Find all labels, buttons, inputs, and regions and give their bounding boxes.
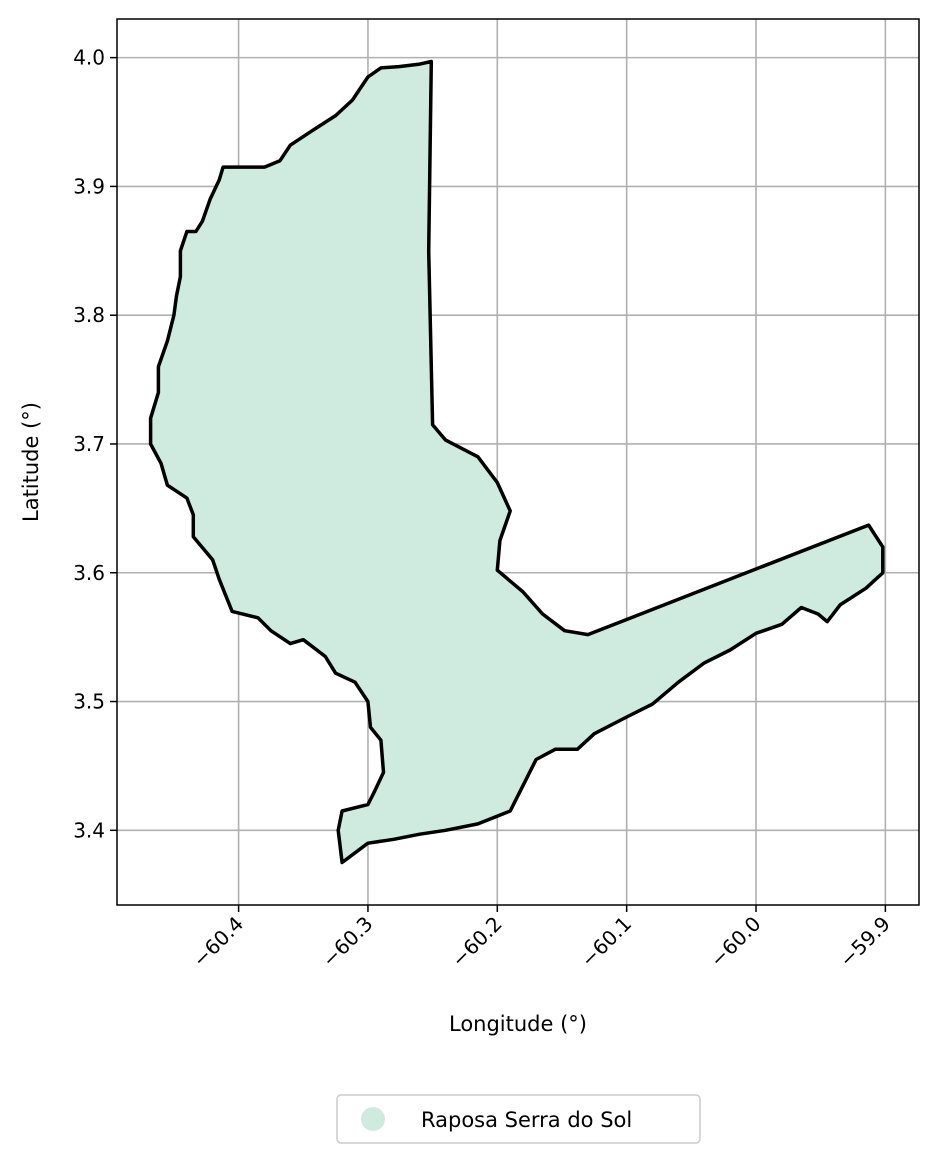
y-tick-label: 4.0 [73,46,105,70]
plot-frame [116,18,920,906]
y-tick-label: 3.9 [73,174,105,198]
legend-box [336,1094,701,1144]
legend: Raposa Serra do Sol [336,1094,701,1144]
legend-marker-icon [361,1107,385,1131]
y-axis-label: Latitude (°) [19,402,43,522]
y-tick-label: 3.4 [73,818,105,842]
region-raposa-serra-do-sol [148,59,885,865]
y-tick-label: 3.7 [73,432,105,456]
region-layer [148,59,885,865]
y-tick-label: 3.6 [73,561,105,585]
legend-label: Raposa Serra do Sol [421,1108,632,1132]
x-axis-label: Longitude (°) [449,1012,587,1036]
y-tick-label: 3.5 [73,690,105,714]
y-tick-label: 3.8 [73,303,105,327]
